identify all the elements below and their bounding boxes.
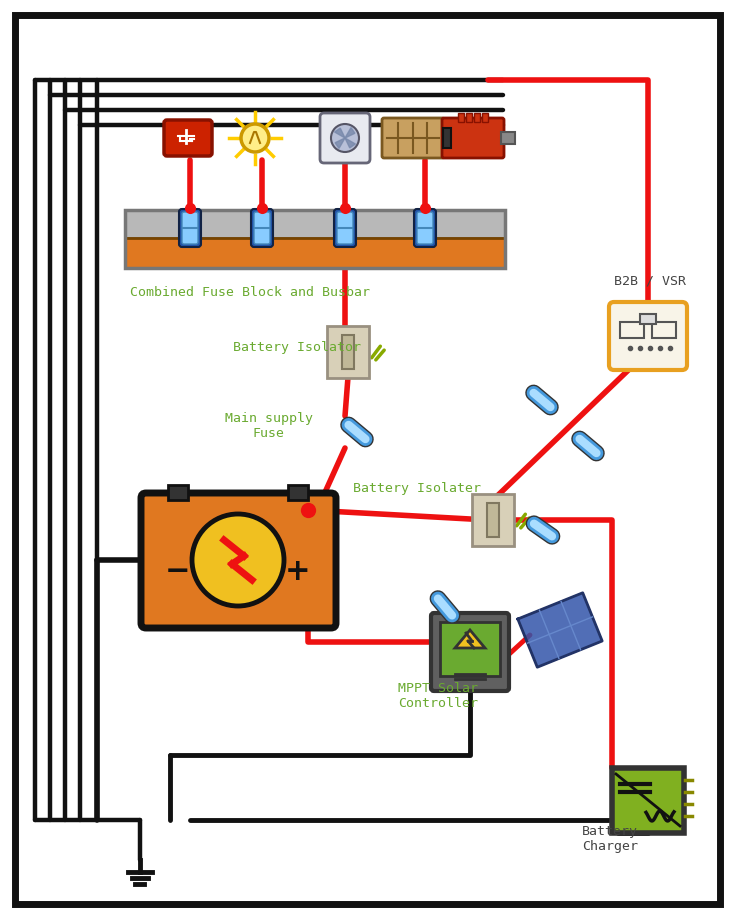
Polygon shape [345,128,355,138]
Bar [652,322,676,338]
FancyBboxPatch shape [320,113,370,163]
Circle shape [331,124,359,152]
FancyBboxPatch shape [431,613,509,691]
Text: −: − [165,558,191,586]
Polygon shape [345,138,356,148]
Bar [125,210,505,268]
FancyBboxPatch shape [141,493,336,628]
Polygon shape [455,630,485,648]
Bar [443,128,451,148]
Bar [474,113,480,122]
Circle shape [241,124,269,152]
Polygon shape [518,593,602,667]
FancyBboxPatch shape [337,212,353,244]
Text: MPPT Solar
Controller: MPPT Solar Controller [398,682,478,710]
Text: Battery Isolator: Battery Isolator [233,342,361,355]
Bar [440,622,500,676]
Bar [640,314,656,324]
Bar [487,503,499,537]
Polygon shape [335,138,345,148]
Bar [342,335,354,369]
FancyBboxPatch shape [334,209,356,247]
Text: Battery
Charger: Battery Charger [582,825,638,853]
FancyBboxPatch shape [382,118,444,158]
FancyBboxPatch shape [442,118,504,158]
Text: B2B / VSR: B2B / VSR [614,274,686,287]
Bar [466,113,472,122]
FancyBboxPatch shape [327,326,369,378]
Bar [458,113,464,122]
FancyBboxPatch shape [472,494,514,546]
Bar [501,132,515,144]
Bar [620,322,644,338]
Bar [482,113,488,122]
Polygon shape [334,128,345,138]
Bar [168,485,188,500]
Bar [288,485,308,500]
FancyBboxPatch shape [417,212,433,244]
Text: Combined Fuse Block and Busbar: Combined Fuse Block and Busbar [130,286,370,299]
Circle shape [192,514,284,606]
Bar [125,210,505,238]
FancyBboxPatch shape [609,302,687,370]
FancyBboxPatch shape [164,120,212,156]
FancyBboxPatch shape [414,209,436,247]
Text: Main supply
Fuse: Main supply Fuse [225,412,313,440]
Text: Battery Isolater: Battery Isolater [353,482,481,495]
FancyBboxPatch shape [179,209,201,247]
Text: +: + [285,558,311,586]
FancyBboxPatch shape [251,209,273,247]
Bar [125,238,505,268]
Bar [612,768,684,833]
FancyBboxPatch shape [182,212,198,244]
FancyBboxPatch shape [254,212,270,244]
